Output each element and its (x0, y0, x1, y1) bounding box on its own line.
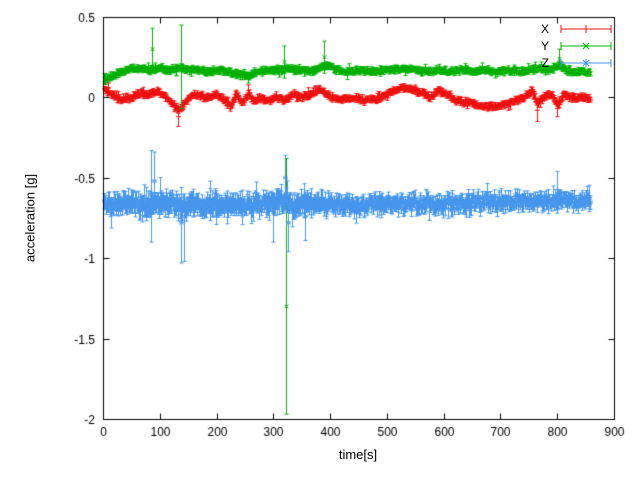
legend-entry-z: Z (541, 54, 614, 71)
x-axis-title: time[s] (338, 447, 378, 462)
y-axis-title: acceleration [g] (22, 173, 38, 263)
legend-label-y: Y (540, 38, 549, 53)
legend-sample-z (560, 58, 612, 67)
legend-entry-y: Y (541, 37, 614, 54)
legend-sample-x (560, 24, 612, 33)
legend-sample-y (560, 41, 612, 50)
legend-entry-x: X (541, 20, 614, 37)
legend-label-z: Z (541, 55, 549, 70)
legend-label-x: X (540, 21, 549, 36)
